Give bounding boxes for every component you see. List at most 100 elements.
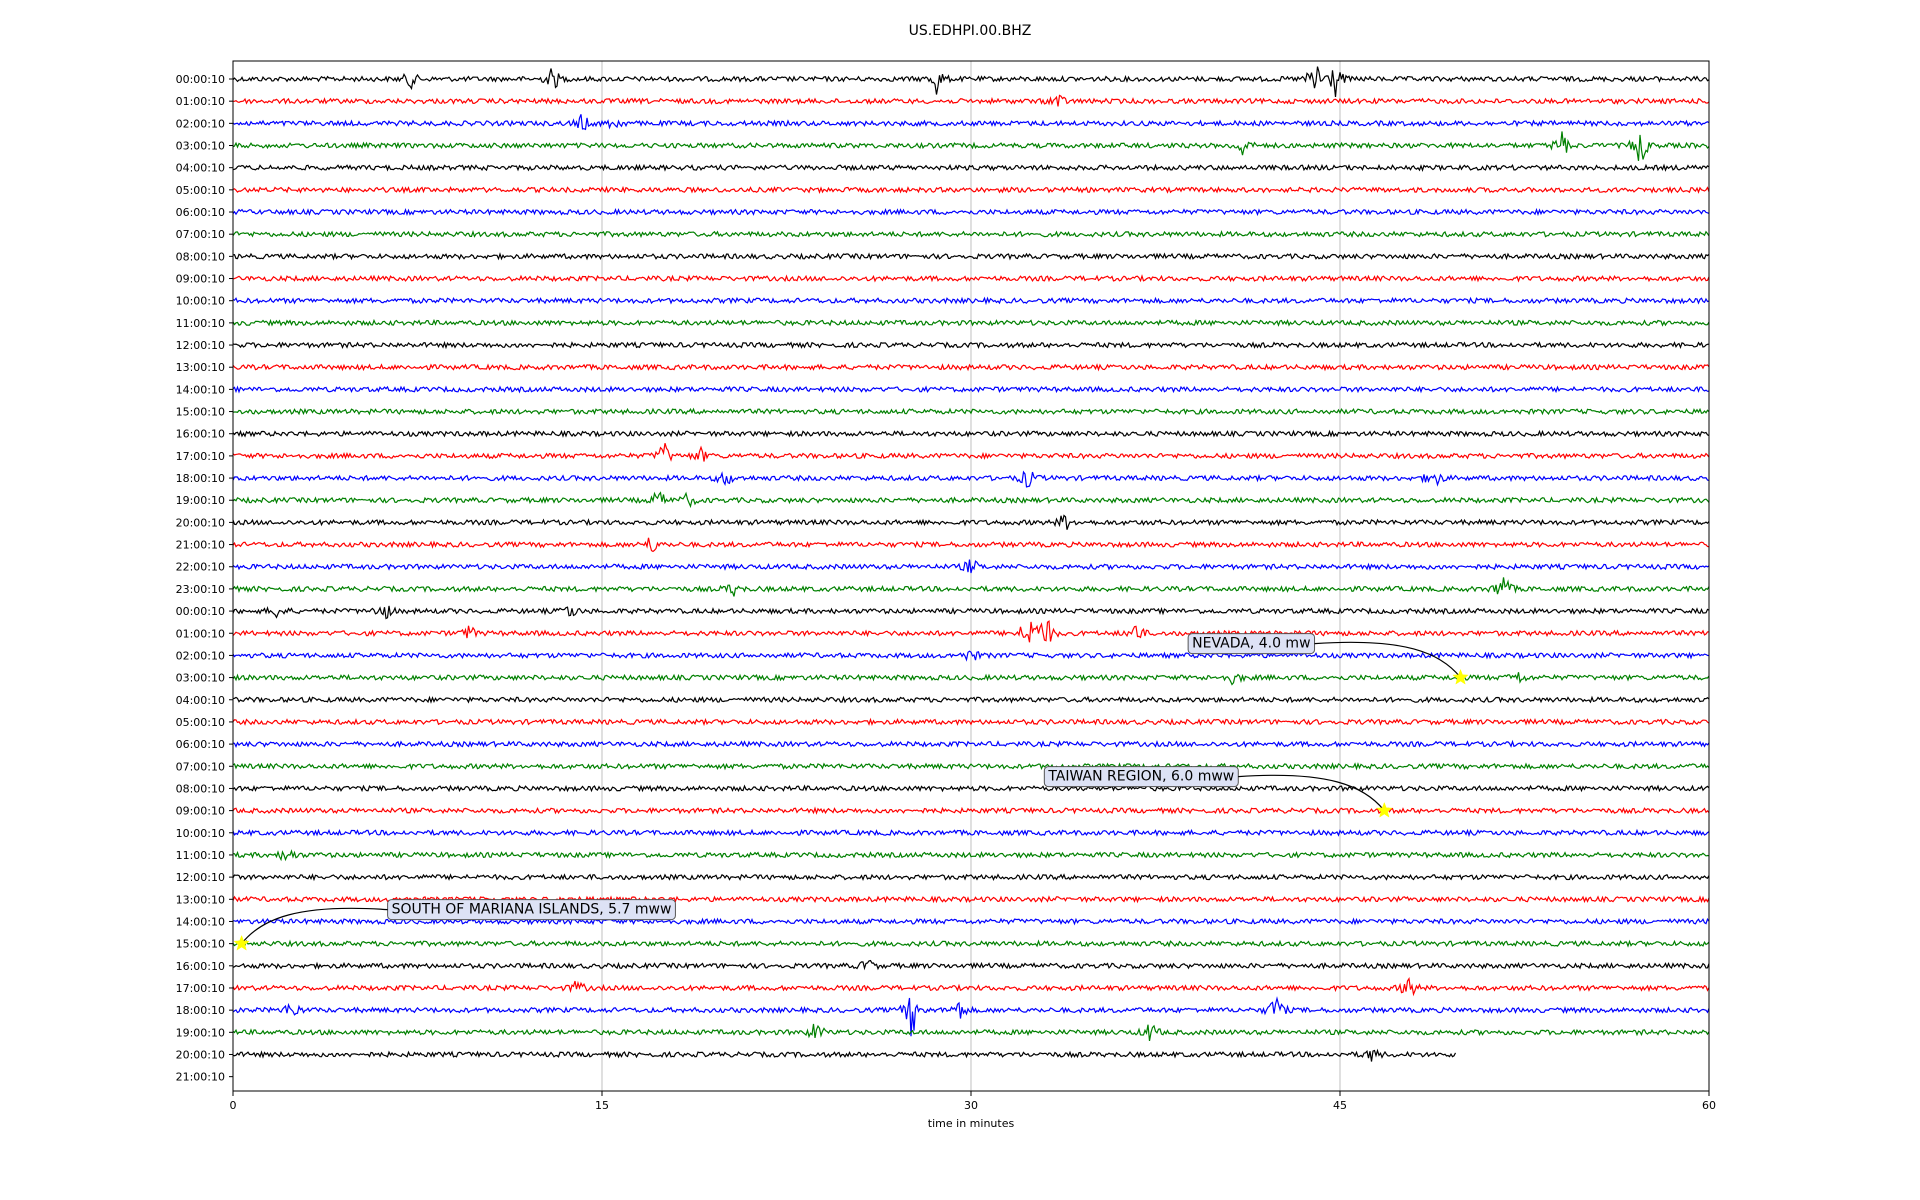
trace-row-24 [232,605,1710,620]
trace-row-20 [232,514,1710,530]
row-time-label: 00:00:10 [176,605,225,618]
annotation-connector [1238,774,1385,811]
row-time-label: 13:00:10 [176,361,225,374]
trace-row-13 [232,363,1710,372]
row-time-label: 09:00:10 [176,805,225,818]
row-time-label: 08:00:10 [176,782,225,795]
trace-row-12 [232,340,1710,350]
row-time-label: 15:00:10 [176,406,225,419]
row-time-label: 05:00:10 [176,184,225,197]
trace-row-6 [232,207,1710,217]
plot-frame [232,60,1710,1092]
trace-row-31 [232,762,1710,771]
trace-row-39 [232,939,1710,948]
trace-row-26 [232,650,1710,662]
row-time-label: 07:00:10 [176,760,225,773]
annotation-2: SOUTH OF MARIANA ISLANDS, 5.7 mww [233,899,676,951]
row-time-label: 19:00:10 [176,1026,225,1039]
row-time-label: 19:00:10 [176,494,225,507]
annotation-connector [241,907,388,945]
row-time-label: 11:00:10 [176,317,225,330]
annotation-label: SOUTH OF MARIANA ISLANDS, 5.7 mww [392,902,672,918]
trace-row-30 [232,739,1710,749]
trace-row-28 [232,695,1710,704]
row-time-label: 01:00:10 [176,95,225,108]
row-time-label: 04:00:10 [176,162,225,175]
trace-row-11 [232,318,1710,327]
seismic-traces [232,66,1710,1062]
annotation-label: NEVADA, 4.0 mw [1192,636,1310,652]
event-star-icon [1376,801,1393,818]
row-time-label: 03:00:10 [176,140,225,153]
trace-row-41 [232,977,1710,997]
trace-row-22 [232,559,1710,574]
row-time-label: 20:00:10 [176,1048,225,1061]
grid-lines [601,61,1341,1091]
x-axis-ticks: 0 15 30 45 60 [230,1091,1716,1112]
row-time-label: 16:00:10 [176,428,225,441]
row-time-label: 06:00:10 [176,738,225,751]
plot-title: US.EDHPI.00.BHZ [909,23,1032,39]
row-time-label: 09:00:10 [176,273,225,286]
row-time-label: 17:00:10 [176,450,225,463]
annotation-0: NEVADA, 4.0 mw [1187,633,1469,685]
row-time-label: 05:00:10 [176,716,225,729]
trace-row-42 [232,996,1710,1037]
row-time-label: 00:00:10 [176,73,225,86]
row-time-label: 20:00:10 [176,516,225,529]
trace-row-17 [232,443,1710,462]
row-time-label: 01:00:10 [176,627,225,640]
x-tick-label: 0 [230,1099,237,1112]
event-star-icon [233,934,250,951]
row-time-label: 17:00:10 [176,982,225,995]
row-time-label: 12:00:10 [176,871,225,884]
trace-row-14 [232,385,1710,394]
row-time-label: 02:00:10 [176,649,225,662]
row-time-label: 15:00:10 [176,938,225,951]
event-star-icon [1452,668,1469,685]
row-time-label: 14:00:10 [176,383,225,396]
trace-row-36 [232,873,1710,882]
trace-row-3 [232,131,1710,161]
trace-row-25 [232,620,1710,643]
row-time-label: 21:00:10 [176,1071,225,1084]
trace-row-33 [232,806,1710,815]
x-tick-label: 60 [1702,1099,1716,1112]
row-time-label: 08:00:10 [176,250,225,263]
row-time-label: 07:00:10 [176,228,225,241]
row-time-label: 10:00:10 [176,827,225,840]
row-time-label: 02:00:10 [176,117,225,130]
row-time-label: 04:00:10 [176,694,225,707]
x-axis-label: time in minutes [928,1117,1015,1130]
trace-row-10 [232,296,1710,306]
trace-row-34 [232,828,1710,838]
trace-row-43 [232,1023,1710,1042]
trace-row-8 [232,252,1710,261]
x-tick-label: 30 [964,1099,978,1112]
x-tick-label: 45 [1333,1099,1347,1112]
row-time-label: 21:00:10 [176,539,225,552]
row-time-label: 03:00:10 [176,672,225,685]
x-tick-label: 15 [595,1099,609,1112]
trace-row-35 [233,849,1710,862]
row-time-label: 13:00:10 [176,893,225,906]
trace-row-21 [232,537,1710,553]
trace-row-40 [232,959,1710,971]
row-time-label: 16:00:10 [176,960,225,973]
trace-row-19 [232,491,1710,509]
trace-row-5 [232,185,1710,195]
trace-row-16 [232,429,1710,438]
trace-row-32 [232,784,1710,793]
trace-row-4 [232,163,1710,172]
trace-row-15 [232,407,1710,416]
annotation-label: TAIWAN REGION, 6.0 mww [1047,769,1234,785]
trace-row-18 [232,470,1710,488]
trace-row-29 [232,717,1710,727]
trace-row-0 [232,66,1710,97]
row-time-label: 10:00:10 [176,295,225,308]
trace-row-38 [233,917,1710,926]
trace-row-7 [232,229,1710,239]
annotation-connector [1314,641,1462,678]
trace-row-9 [232,274,1710,283]
